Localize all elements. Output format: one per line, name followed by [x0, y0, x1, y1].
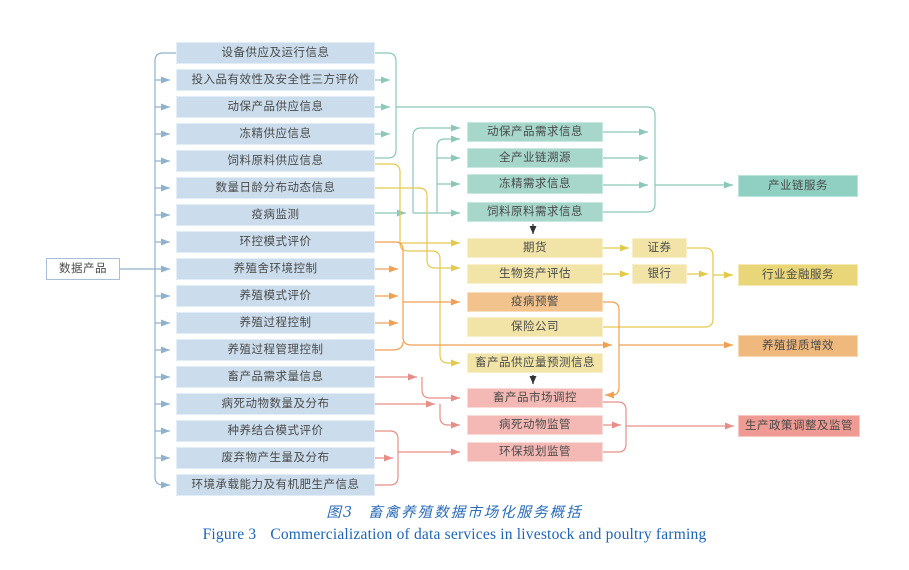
box-equipment-operation-info: 设备供应及运行信息 [176, 42, 375, 64]
box-futures: 期货 [467, 238, 603, 258]
red-connectors [375, 373, 734, 486]
box-industry-chain-service: 产业链服务 [738, 175, 858, 197]
box-dead-animal-supervision: 病死动物监管 [467, 415, 603, 435]
figure-caption-zh-title: 畜禽养殖数据市场化服务概括 [368, 505, 583, 521]
box-input-third-party-evaluation: 投入品有效性及安全性三方评价 [176, 69, 375, 91]
box-env-control-mode-evaluation: 环控模式评价 [176, 231, 375, 253]
blue-connectors [120, 52, 176, 489]
box-epidemic-warning: 疫病预警 [467, 292, 603, 312]
box-env-planning-supervision: 环保规划监管 [467, 442, 603, 462]
box-breeding-quality-improvement: 养殖提质增效 [738, 335, 858, 357]
box-dead-animal-distribution: 病死动物数量及分布 [176, 393, 375, 415]
box-insurance-company: 保险公司 [467, 317, 603, 337]
box-breeding-process-control: 养殖过程控制 [176, 312, 375, 334]
box-breeding-process-management: 养殖过程管理控制 [176, 339, 375, 361]
box-frozen-semen-supply-info: 冻精供应信息 [176, 123, 375, 145]
box-market-regulation: 畜产品市场调控 [467, 388, 603, 408]
box-bio-asset-evaluation: 生物资产评估 [467, 264, 603, 284]
teal-connectors [375, 52, 733, 217]
box-data-products: 数据产品 [46, 258, 120, 280]
orange-connectors [375, 241, 733, 399]
box-industry-finance-service: 行业金融服务 [738, 264, 858, 286]
box-animal-health-supply-info: 动保产品供应信息 [176, 96, 375, 118]
box-animal-health-demand-info: 动保产品需求信息 [467, 122, 603, 142]
box-frozen-semen-demand-info: 冻精需求信息 [467, 174, 603, 194]
box-quantity-age-distribution-info: 数量日龄分布动态信息 [176, 177, 375, 199]
box-waste-output-distribution: 废弃物产生量及分布 [176, 447, 375, 469]
box-feed-material-demand-info: 饲料原料需求信息 [467, 202, 603, 222]
figure-caption-zh: 图3 畜禽养殖数据市场化服务概括 [0, 501, 909, 522]
figure-caption-en: Figure 3 Commercialization of data servic… [0, 526, 909, 544]
box-securities: 证券 [632, 238, 687, 258]
box-disease-monitoring: 疫病监测 [176, 204, 375, 226]
box-bank: 银行 [632, 264, 687, 284]
box-planting-breeding-evaluation: 种养结合模式评价 [176, 420, 375, 442]
box-breeding-mode-evaluation: 养殖模式评价 [176, 285, 375, 307]
yellow-connectors [375, 163, 733, 367]
box-livestock-product-demand-info: 畜产品需求量信息 [176, 366, 375, 388]
figure-caption-en-title: Commercialization of data services in li… [270, 526, 707, 543]
box-env-capacity-fertilizer-info: 环境承载能力及有机肥生产信息 [176, 474, 375, 496]
box-breeding-house-env-control: 养殖舍环境控制 [176, 258, 375, 280]
box-full-chain-traceability: 全产业链溯源 [467, 148, 603, 168]
figure-caption-zh-label: 图3 [326, 505, 355, 521]
figure-caption-en-label: Figure 3 [202, 526, 257, 543]
box-supply-forecast-info: 畜产品供应量预测信息 [467, 353, 603, 373]
box-policy-adjustment-supervision: 生产政策调整及监管 [738, 415, 860, 437]
box-feed-material-supply-info: 饲料原料供应信息 [176, 150, 375, 172]
